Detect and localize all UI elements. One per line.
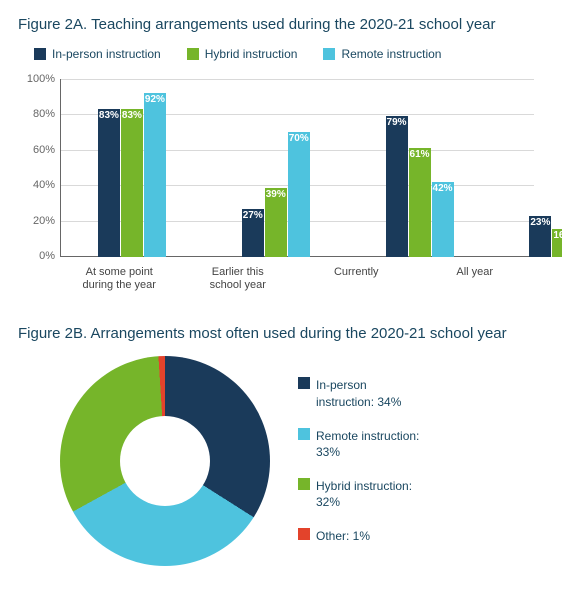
donut-legend-label: In-person instruction: 34% xyxy=(316,377,426,409)
bar: 27% xyxy=(242,209,264,257)
y-tick-label: 80% xyxy=(21,108,55,120)
x-category-label: All year xyxy=(416,266,535,294)
figure-a-barchart: 0%20%40%60%80%100% 83%83%92%27%39%70%79%… xyxy=(60,79,534,279)
figure-b-title: Figure 2B. Arrangements most often used … xyxy=(18,325,544,342)
legend-label: Remote instruction xyxy=(341,47,441,61)
x-category-label: At some pointduring the year xyxy=(60,266,179,294)
y-tick-label: 0% xyxy=(21,250,55,262)
legend-item-hybrid: Hybrid instruction xyxy=(187,47,298,61)
bar-group: 27%39% 70% xyxy=(204,79,348,257)
swatch-icon xyxy=(323,48,335,60)
donut-legend-label: Hybrid instruction: 32% xyxy=(316,478,426,510)
y-tick-label: 20% xyxy=(21,215,55,227)
figure-b-legend: In-person instruction: 34% Remote instruc… xyxy=(298,377,426,544)
bar-value-label: 83% xyxy=(122,110,142,121)
swatch-icon xyxy=(187,48,199,60)
swatch-icon xyxy=(298,528,310,540)
bar: 83% xyxy=(121,109,143,257)
bar-group: 23%16%21% xyxy=(491,79,562,257)
donut-legend-item: Hybrid instruction: 32% xyxy=(298,478,426,510)
swatch-icon xyxy=(298,377,310,389)
figure-a-legend: In-person instruction Hybrid instruction… xyxy=(34,47,544,61)
bar: 39% xyxy=(265,188,287,257)
bar-value-label: 70% xyxy=(289,133,309,144)
donut-legend-item: Remote instruction: 33% xyxy=(298,428,426,460)
donut-legend-item: In-person instruction: 34% xyxy=(298,377,426,409)
donut-legend-label: Other: 1% xyxy=(316,528,370,544)
donut-legend-item: Other: 1% xyxy=(298,528,426,544)
bar: 70% xyxy=(288,132,310,257)
y-tick-label: 60% xyxy=(21,144,55,156)
y-tick-label: 100% xyxy=(21,73,55,85)
swatch-icon xyxy=(34,48,46,60)
legend-label: In-person instruction xyxy=(52,47,161,61)
donut-legend-label: Remote instruction: 33% xyxy=(316,428,426,460)
bar: 79% xyxy=(386,116,408,257)
bar: 23% xyxy=(529,216,551,257)
bar-group: 79% 61% 42% xyxy=(348,79,492,257)
bar-value-label: 27% xyxy=(243,210,263,221)
figure-b-donut-wrap: In-person instruction: 34% Remote instruc… xyxy=(60,356,544,566)
bar-value-label: 42% xyxy=(433,183,453,194)
x-category-label: Currently xyxy=(297,266,416,294)
swatch-icon xyxy=(298,478,310,490)
figure-b-donut xyxy=(60,356,270,566)
swatch-icon xyxy=(298,428,310,440)
bar: 61% xyxy=(409,148,431,257)
bar-value-label: 92% xyxy=(145,94,165,105)
bar: 16% xyxy=(552,229,562,257)
legend-label: Hybrid instruction xyxy=(205,47,298,61)
bar-value-label: 79% xyxy=(387,117,407,128)
x-category-label: Earlier thisschool year xyxy=(179,266,298,294)
bar-group: 83%83%92% xyxy=(60,79,204,257)
bar-value-label: 83% xyxy=(99,110,119,121)
bar-value-label: 23% xyxy=(530,217,550,228)
bar: 42% xyxy=(432,182,454,257)
figure-a-title: Figure 2A. Teaching arrangements used du… xyxy=(18,16,544,33)
bar: 83% xyxy=(98,109,120,257)
legend-item-inperson: In-person instruction xyxy=(34,47,161,61)
legend-item-remote: Remote instruction xyxy=(323,47,441,61)
bar-value-label: 61% xyxy=(410,149,430,160)
bar-value-label: 16% xyxy=(553,230,562,241)
y-tick-label: 40% xyxy=(21,179,55,191)
bar: 92% xyxy=(144,93,166,257)
bar-value-label: 39% xyxy=(266,189,286,200)
